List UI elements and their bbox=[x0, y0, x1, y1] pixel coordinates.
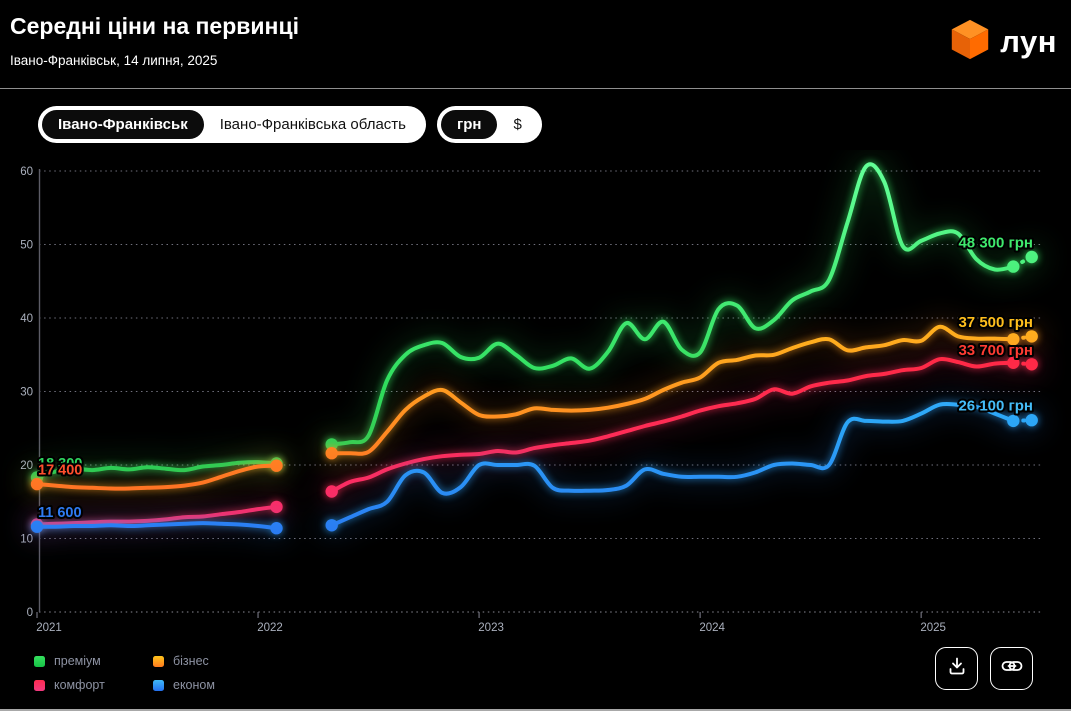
legend-label: економ bbox=[173, 678, 215, 692]
legend-swatch bbox=[153, 679, 164, 691]
y-axis-tick: 10 bbox=[20, 534, 33, 546]
header: Середні ціни на первинці Івано-Франківсь… bbox=[0, 0, 1071, 89]
page-title: Середні ціни на первинці bbox=[10, 13, 299, 39]
series-komfort bbox=[30, 356, 1038, 531]
price-chart: 0 10 20 30 40 50 60 2021 2022 2023 2024 2025 18 300 1… bbox=[0, 150, 1071, 658]
link-icon bbox=[1001, 655, 1023, 682]
legend-item-економ[interactable]: економ bbox=[153, 678, 215, 692]
currency-option-usd[interactable]: $ bbox=[513, 116, 522, 133]
series-ekonom bbox=[30, 401, 1038, 535]
value-label: 37 500 грн bbox=[958, 314, 1033, 331]
legend-swatch bbox=[153, 655, 164, 667]
y-axis-tick: 0 bbox=[27, 607, 33, 619]
legend-swatch bbox=[34, 655, 45, 667]
x-axis-tick: 2025 bbox=[920, 622, 946, 634]
x-axis-tick: 2021 bbox=[36, 622, 62, 634]
data-point-ekonom bbox=[1025, 414, 1038, 427]
x-axis-tick: 2023 bbox=[478, 622, 504, 634]
value-label: 17 400 bbox=[38, 463, 82, 479]
value-label: 18 300 bbox=[38, 456, 82, 472]
lun-cube-icon bbox=[947, 16, 993, 67]
location-toggle: Івано-Франківськ Івано-Франківська облас… bbox=[38, 106, 426, 143]
series-premium bbox=[30, 162, 1038, 484]
y-axis-tick: 40 bbox=[20, 313, 33, 325]
currency-toggle: грн $ bbox=[437, 106, 542, 143]
location-option-region[interactable]: Івано-Франківська область bbox=[219, 116, 406, 133]
legend-item-комфорт[interactable]: комфорт bbox=[34, 678, 105, 692]
y-axis-tick: 30 bbox=[20, 387, 33, 399]
data-point-biznes bbox=[1025, 330, 1038, 343]
legend-label: комфорт bbox=[54, 678, 105, 692]
lun-logo: лун bbox=[947, 16, 1057, 67]
legend-swatch bbox=[34, 679, 45, 691]
legend-label: преміум bbox=[54, 654, 101, 668]
legend-item-бізнес[interactable]: бізнес bbox=[153, 654, 209, 668]
location-option-city[interactable]: Івано-Франківськ bbox=[42, 110, 204, 139]
currency-option-uah[interactable]: грн bbox=[441, 110, 498, 139]
series-biznes bbox=[30, 324, 1038, 491]
value-label: 48 300 грн bbox=[958, 234, 1033, 251]
copy-link-button[interactable] bbox=[990, 647, 1033, 690]
data-point-komfort bbox=[1025, 358, 1038, 371]
lun-logo-text: лун bbox=[1000, 23, 1057, 59]
legend-item-преміум[interactable]: преміум bbox=[34, 654, 101, 668]
download-button[interactable] bbox=[935, 647, 978, 690]
value-label: 11 600 bbox=[38, 505, 82, 521]
value-label: 33 700 грн bbox=[958, 342, 1033, 359]
y-axis-tick: 20 bbox=[20, 460, 33, 472]
x-axis-tick: 2024 bbox=[699, 622, 725, 634]
page-subtitle: Івано-Франківськ, 14 липня, 2025 bbox=[10, 53, 218, 68]
value-label: 26 100 грн bbox=[958, 398, 1033, 415]
y-axis-tick: 50 bbox=[20, 240, 33, 252]
x-axis-tick: 2022 bbox=[257, 622, 283, 634]
legend-label: бізнес bbox=[173, 654, 209, 668]
download-icon bbox=[947, 656, 967, 681]
y-axis-tick: 60 bbox=[20, 166, 33, 178]
